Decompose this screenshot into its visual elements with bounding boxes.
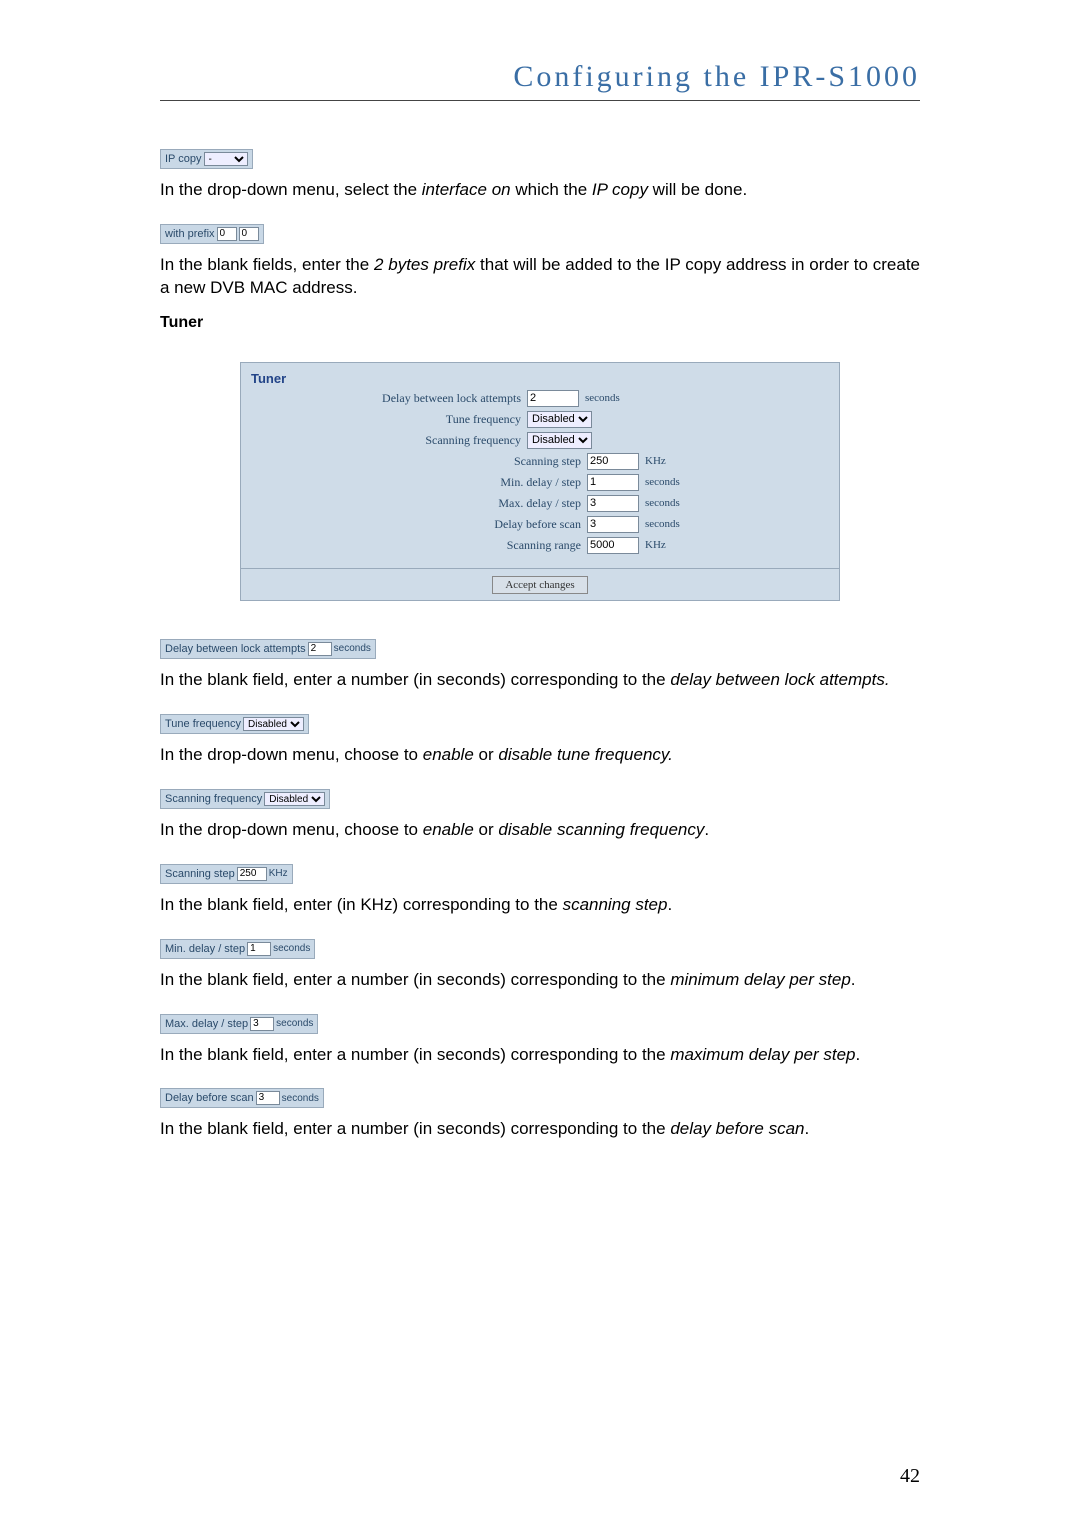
document-page: Configuring the IPR-S1000 IP copy - In t… — [0, 0, 1080, 1528]
unit-scan-range: KHz — [645, 539, 666, 551]
prefix-input-1[interactable] — [217, 227, 237, 241]
label-delay-before: Delay before scan — [251, 517, 587, 532]
unit-max-delay: seconds — [645, 497, 680, 509]
text-tune-freq: In the drop-down menu, choose to enable … — [160, 744, 920, 767]
snippet-delay-before: Delay before scan seconds — [160, 1088, 324, 1108]
row-min-delay: Min. delay / step seconds — [251, 474, 829, 491]
input-scan-step[interactable] — [587, 453, 639, 470]
text-scan-freq: In the drop-down menu, choose to enable … — [160, 819, 920, 842]
page-number: 42 — [900, 1465, 920, 1488]
row-tune-freq: Tune frequency Disabled — [251, 411, 829, 428]
accept-changes-button[interactable]: Accept changes — [492, 576, 587, 594]
snippet-delay-lock: Delay between lock attempts seconds — [160, 639, 376, 659]
input-delay-before[interactable] — [587, 516, 639, 533]
snippet-tune-freq-label: Tune frequency — [165, 718, 241, 730]
select-tune-freq[interactable]: Disabled — [527, 411, 592, 428]
text-min-delay: In the blank field, enter a number (in s… — [160, 969, 920, 992]
unit-delay-lock: seconds — [585, 392, 620, 404]
snippet-scan-step-label: Scanning step — [165, 868, 235, 880]
prefix-text: In the blank fields, enter the 2 bytes p… — [160, 254, 920, 300]
unit-delay-before: seconds — [645, 518, 680, 530]
row-max-delay: Max. delay / step seconds — [251, 495, 829, 512]
input-delay-lock[interactable] — [527, 390, 579, 407]
input-max-delay[interactable] — [587, 495, 639, 512]
label-scan-range: Scanning range — [251, 538, 587, 553]
tuner-heading: Tuner — [160, 314, 920, 332]
row-scan-range: Scanning range KHz — [251, 537, 829, 554]
unit-scan-step: KHz — [645, 455, 666, 467]
snippet-max-delay-label: Max. delay / step — [165, 1018, 248, 1030]
snippet-min-delay-label: Min. delay / step — [165, 943, 245, 955]
tuner-panel-title: Tuner — [251, 371, 829, 386]
snippet-delay-lock-unit: seconds — [334, 643, 371, 654]
snippet-scan-step-input[interactable] — [237, 867, 267, 881]
unit-min-delay: seconds — [645, 476, 680, 488]
row-scan-step: Scanning step KHz — [251, 453, 829, 470]
snippet-max-delay-unit: seconds — [276, 1018, 313, 1029]
ipcopy-text: In the drop-down menu, select the interf… — [160, 179, 920, 202]
row-scan-freq: Scanning frequency Disabled — [251, 432, 829, 449]
snippet-delay-lock-input[interactable] — [308, 642, 332, 656]
page-title: Configuring the IPR-S1000 — [160, 60, 920, 94]
snippet-min-delay: Min. delay / step seconds — [160, 939, 315, 959]
text-max-delay: In the blank field, enter a number (in s… — [160, 1044, 920, 1067]
label-max-delay: Max. delay / step — [251, 496, 587, 511]
row-delay-lock: Delay between lock attempts seconds — [251, 390, 829, 407]
tuner-panel-wrap: Tuner Delay between lock attempts second… — [240, 362, 840, 601]
prefix-label: with prefix — [165, 228, 215, 240]
tuner-panel: Tuner Delay between lock attempts second… — [240, 362, 840, 569]
ipcopy-select[interactable]: - — [204, 152, 248, 166]
accept-bar: Accept changes — [240, 569, 840, 601]
ipcopy-snippet: IP copy - — [160, 149, 253, 169]
text-scan-step: In the blank field, enter (in KHz) corre… — [160, 894, 920, 917]
snippet-tune-freq: Tune frequency Disabled — [160, 714, 309, 734]
label-tune-freq: Tune frequency — [251, 412, 527, 427]
snippet-scan-step-unit: KHz — [269, 868, 288, 879]
snippet-delay-before-unit: seconds — [282, 1093, 319, 1104]
row-delay-before: Delay before scan seconds — [251, 516, 829, 533]
label-scan-freq: Scanning frequency — [251, 433, 527, 448]
snippet-max-delay-input[interactable] — [250, 1017, 274, 1031]
select-scan-freq[interactable]: Disabled — [527, 432, 592, 449]
snippet-scan-freq-label: Scanning frequency — [165, 793, 262, 805]
snippet-scan-step: Scanning step KHz — [160, 864, 293, 884]
snippet-scan-freq-select[interactable]: Disabled — [264, 792, 325, 806]
input-min-delay[interactable] — [587, 474, 639, 491]
snippet-max-delay: Max. delay / step seconds — [160, 1014, 318, 1034]
prefix-snippet: with prefix — [160, 224, 264, 244]
snippet-delay-lock-label: Delay between lock attempts — [165, 643, 306, 655]
text-delay-lock: In the blank field, enter a number (in s… — [160, 669, 920, 692]
label-scan-step: Scanning step — [251, 454, 587, 469]
snippet-delay-before-input[interactable] — [256, 1091, 280, 1105]
text-delay-before: In the blank field, enter a number (in s… — [160, 1118, 920, 1141]
ipcopy-label: IP copy — [165, 153, 202, 165]
prefix-input-2[interactable] — [239, 227, 259, 241]
label-min-delay: Min. delay / step — [251, 475, 587, 490]
divider — [160, 100, 920, 101]
snippet-tune-freq-select[interactable]: Disabled — [243, 717, 304, 731]
snippet-delay-before-label: Delay before scan — [165, 1092, 254, 1104]
snippet-scan-freq: Scanning frequency Disabled — [160, 789, 330, 809]
input-scan-range[interactable] — [587, 537, 639, 554]
snippet-min-delay-unit: seconds — [273, 943, 310, 954]
label-delay-lock: Delay between lock attempts — [251, 391, 527, 406]
snippet-min-delay-input[interactable] — [247, 942, 271, 956]
